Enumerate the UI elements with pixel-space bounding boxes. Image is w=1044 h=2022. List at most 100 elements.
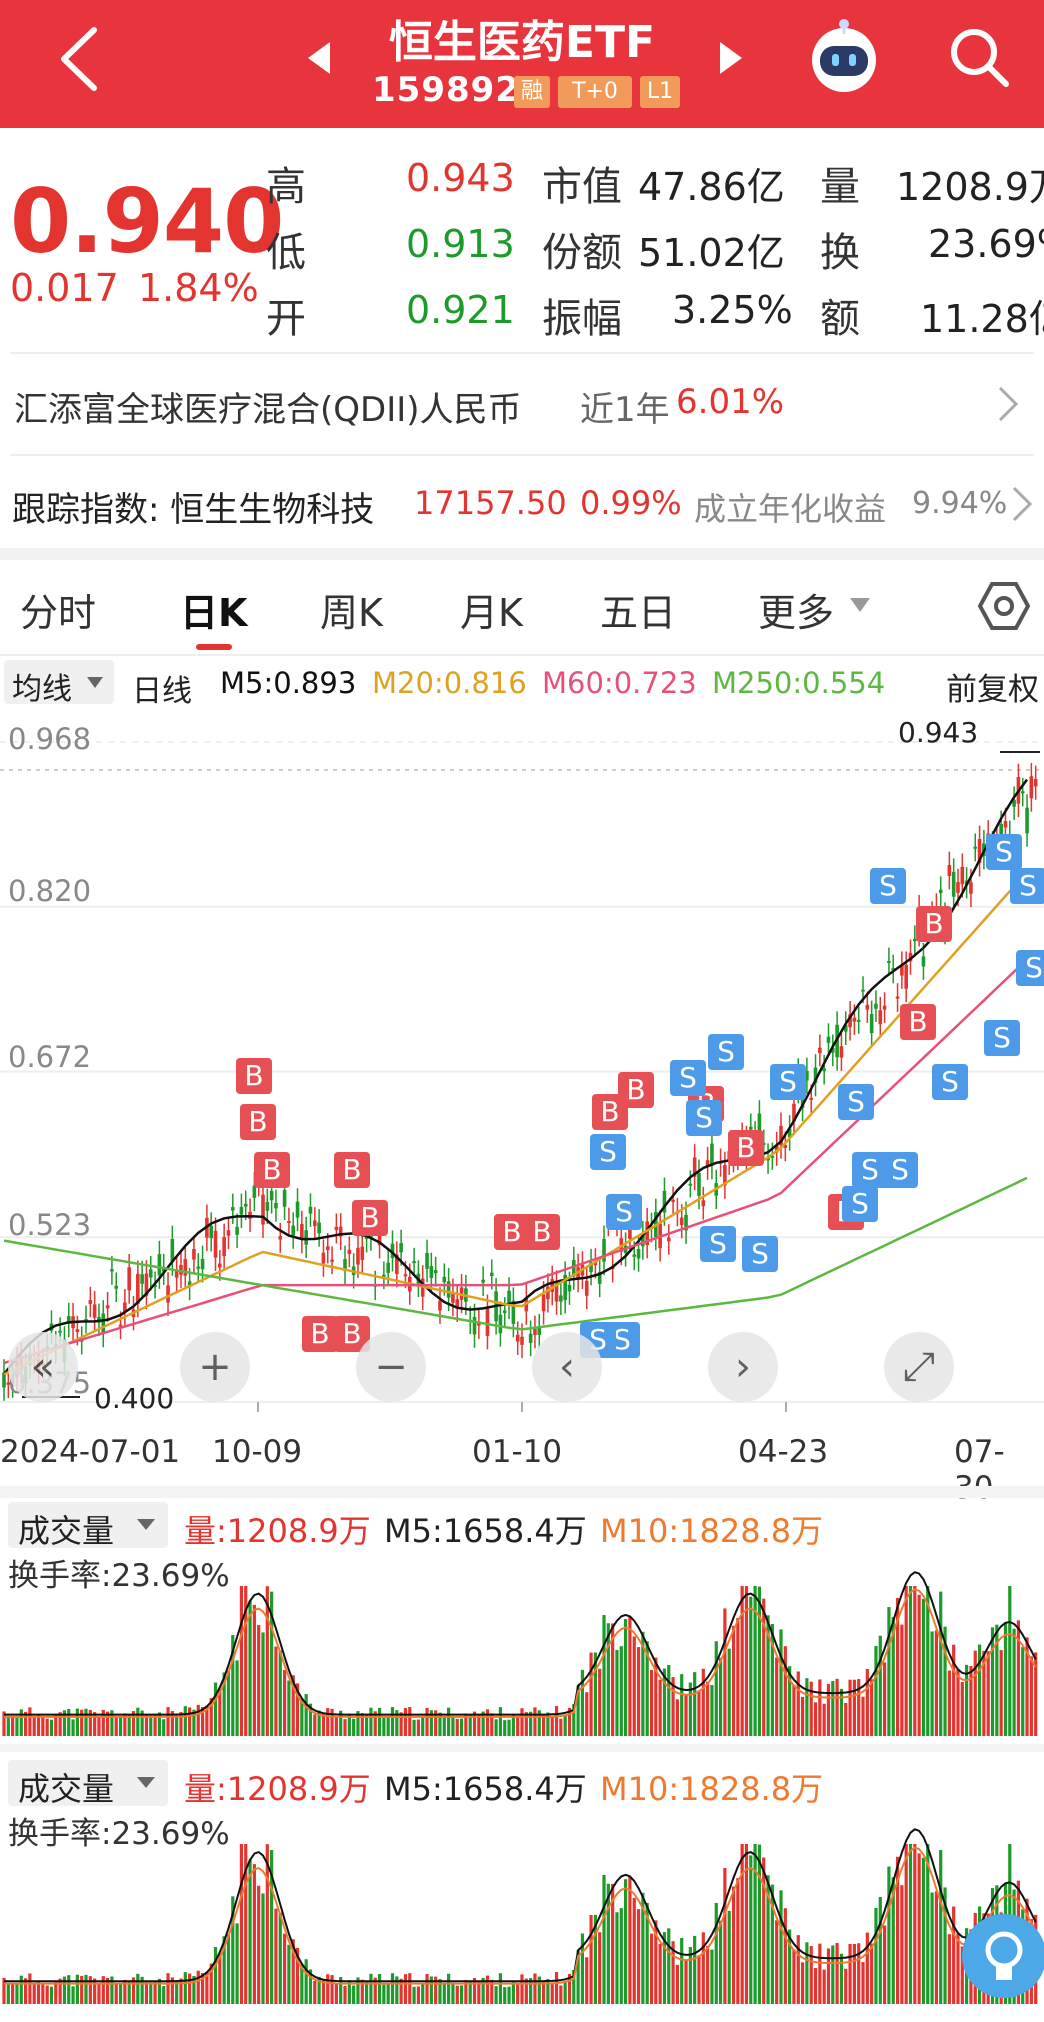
volume-bar <box>572 1704 576 1736</box>
candle-body <box>278 1236 283 1240</box>
volume-bar <box>477 1714 481 1736</box>
volume-bar <box>118 1717 123 1736</box>
tracking-index-row[interactable]: 跟踪指数: 恒生生物科技 17157.50 0.99% 成立年化收益 9.94% <box>0 458 1044 548</box>
open-label: 开 <box>266 296 306 342</box>
zoom-in-button[interactable]: + <box>180 1332 250 1402</box>
candle-body <box>287 1221 291 1224</box>
volume-bar <box>900 1885 904 2004</box>
volume-bar <box>913 1586 917 1736</box>
candle-body <box>481 1279 485 1283</box>
volume-bar <box>624 1619 628 1736</box>
volume-bar <box>718 1657 723 1736</box>
volume-bar <box>127 1981 131 2004</box>
candle-body <box>546 1286 550 1300</box>
fullscreen-button[interactable]: ⤢ <box>884 1332 954 1402</box>
volume-bar <box>334 1983 338 2004</box>
volume-bar <box>153 1714 157 1736</box>
volume-bar <box>956 1933 960 2004</box>
candle-body <box>429 1266 434 1278</box>
settings-icon[interactable] <box>978 580 1030 632</box>
volume-bar <box>252 1864 256 2004</box>
volume-bar <box>762 1857 766 2004</box>
tab-intraday[interactable]: 分时 <box>20 591 97 635</box>
volume-bar <box>6 1982 10 2004</box>
volume-bar <box>636 1909 641 2004</box>
candle-body <box>412 1261 416 1264</box>
search-icon[interactable] <box>946 24 1012 90</box>
candle-body <box>645 1221 649 1245</box>
candle-body <box>265 1202 270 1211</box>
zoom-out-button[interactable]: − <box>356 1332 426 1402</box>
scroll-right-button[interactable]: › <box>708 1332 778 1402</box>
volume-bar <box>580 1933 585 2004</box>
volume-bar <box>481 1711 485 1736</box>
volume-bar <box>75 1974 79 2004</box>
ma-selector[interactable]: 均线 <box>4 660 114 707</box>
candle-body <box>1003 821 1008 828</box>
candle-body <box>748 1126 753 1130</box>
x-date-label: 2024-07-01 <box>0 1434 181 1470</box>
volume-bar <box>274 1646 278 1736</box>
volume-bar <box>563 1714 567 1736</box>
scroll-left-button[interactable]: ‹ <box>532 1332 602 1402</box>
volume-bar <box>196 1970 200 2004</box>
volume-bar <box>19 1975 23 2004</box>
candle-body <box>723 1165 727 1186</box>
candle-body <box>1020 791 1025 794</box>
sell-marker: S <box>852 1152 888 1188</box>
volume-bar <box>895 1597 900 1736</box>
divider <box>0 654 1044 656</box>
vol-ma10-line <box>4 1588 1037 1718</box>
volume-bar <box>360 1979 364 2004</box>
lightbulb-icon[interactable] <box>958 1910 1044 2006</box>
volume-bar <box>58 1712 62 1736</box>
rewind-button[interactable]: « <box>8 1332 78 1402</box>
price-change: 0.017 <box>10 266 119 310</box>
volume-bar <box>425 1707 429 1736</box>
volume-bar <box>697 1955 701 2004</box>
candle-body <box>641 1234 645 1247</box>
volume-bar <box>485 1709 490 1736</box>
volume-bar <box>701 1668 705 1736</box>
related-fund-row[interactable]: 汇添富全球医疗混合(QDII)人民币 近1年 6.01% <box>0 356 1044 452</box>
adjust-mode[interactable]: 前复权 <box>946 672 1039 708</box>
volume-bar <box>438 1712 442 1736</box>
candle-body <box>584 1280 589 1296</box>
volume-bar <box>878 1635 882 1736</box>
tab-weekly-k[interactable]: 周K <box>320 591 383 635</box>
indicator-selector[interactable]: 成交量 <box>8 1760 168 1808</box>
tab-five-day[interactable]: 五日 <box>600 591 677 635</box>
volume-bar <box>831 1945 835 2004</box>
volume-bar <box>339 1710 343 1736</box>
indicator-selector[interactable]: 成交量 <box>8 1502 168 1550</box>
volume-bar <box>369 1973 373 2004</box>
volume-bar <box>641 1631 645 1736</box>
kline-chart[interactable] <box>0 712 1044 1412</box>
volume-bar <box>654 1920 658 2004</box>
volume-bar <box>330 1975 334 2004</box>
prev-stock-icon[interactable] <box>304 38 334 78</box>
volume-bar <box>662 1668 667 1736</box>
next-stock-icon[interactable] <box>716 38 746 78</box>
margin-tag: 融 <box>514 76 550 108</box>
tab-more[interactable]: 更多 <box>758 591 835 635</box>
candle-body <box>127 1267 131 1291</box>
annual-return-label: 成立年化收益 <box>694 490 887 528</box>
candle-body <box>692 1157 697 1177</box>
tab-monthly-k[interactable]: 月K <box>460 591 523 635</box>
vol-m10-reading: M10:1828.8万 <box>600 1512 824 1550</box>
buy-marker: B <box>302 1316 338 1352</box>
volume-bar <box>421 1717 425 1736</box>
sell-marker: S <box>700 1226 736 1262</box>
tab-daily-k[interactable]: 日K <box>180 591 248 635</box>
robot-assistant-icon[interactable] <box>806 18 882 94</box>
volume-bar <box>382 1717 386 1736</box>
dropdown-icon <box>137 1519 155 1530</box>
volume-bar <box>257 1625 261 1736</box>
candle-body <box>174 1270 179 1278</box>
volume-bar <box>511 1714 515 1736</box>
back-arrow-icon[interactable] <box>54 24 104 94</box>
volume-bar <box>287 1680 291 1736</box>
volume-bar <box>32 1982 36 2004</box>
volume-bar <box>615 1912 619 2004</box>
